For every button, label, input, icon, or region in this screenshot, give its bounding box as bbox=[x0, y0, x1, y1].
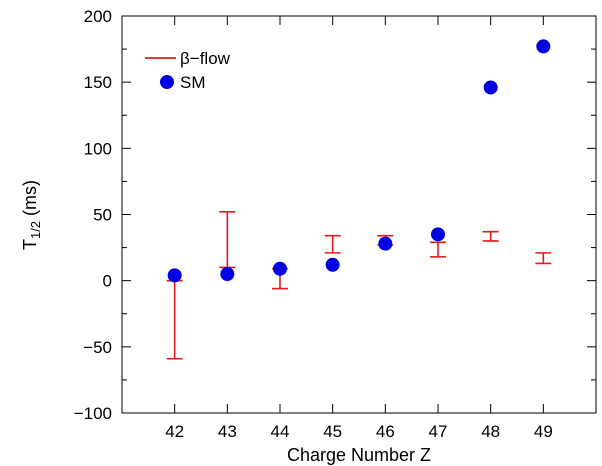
x-tick-label: 48 bbox=[481, 422, 500, 441]
legend: β−flow SM bbox=[145, 49, 231, 92]
sm-point bbox=[431, 227, 445, 242]
y-tick-label: 100 bbox=[84, 139, 112, 158]
x-tick-label: 42 bbox=[165, 422, 184, 441]
sm-point bbox=[273, 261, 287, 276]
axis-ticks bbox=[122, 15, 596, 414]
x-tick-label: 46 bbox=[376, 422, 395, 441]
beta-flow-errorbar bbox=[324, 234, 341, 254]
x-tick-labels: 42 43 44 45 46 47 48 49 bbox=[165, 422, 553, 441]
y-axis-label-unit: (ms) bbox=[20, 180, 40, 221]
y-tick-label: 50 bbox=[93, 206, 112, 225]
sm-point bbox=[536, 39, 551, 54]
sm-point bbox=[325, 257, 340, 272]
y-tick-labels: −100 −50 0 50 100 150 200 bbox=[74, 7, 112, 423]
x-tick-label: 43 bbox=[218, 422, 237, 441]
y-tick-label: −100 bbox=[74, 404, 112, 423]
beta-flow-errorbar bbox=[219, 211, 236, 269]
x-tick-label: 49 bbox=[534, 422, 553, 441]
sm-point bbox=[483, 80, 498, 95]
beta-flow-errorbar bbox=[430, 241, 446, 258]
x-tick-label: 45 bbox=[323, 422, 342, 441]
sm-point bbox=[167, 268, 182, 283]
beta-flow-errorbar bbox=[535, 252, 552, 265]
y-tick-label: −50 bbox=[83, 338, 112, 357]
y-tick-label: 200 bbox=[84, 7, 112, 26]
beta-flow-errorbar bbox=[482, 230, 499, 242]
legend-beta-flow-label: β−flow bbox=[180, 49, 231, 68]
x-tick-label: 44 bbox=[271, 422, 290, 441]
sm-point bbox=[378, 236, 393, 251]
beta-flow-errorbar bbox=[166, 279, 183, 360]
x-axis-label: Charge Number Z bbox=[287, 445, 431, 465]
data-marks bbox=[166, 39, 552, 360]
sm-point bbox=[220, 267, 235, 282]
y-tick-label: 0 bbox=[103, 272, 112, 291]
y-axis-label: T1/2 (ms) bbox=[20, 180, 43, 250]
y-axis-label-main: T bbox=[20, 239, 40, 250]
y-axis-label-subscript: 1/2 bbox=[28, 221, 43, 239]
y-tick-label: 150 bbox=[84, 73, 112, 92]
x-tick-label: 47 bbox=[429, 422, 448, 441]
legend-sm-label: SM bbox=[180, 73, 206, 92]
legend-sm-swatch bbox=[160, 75, 174, 89]
